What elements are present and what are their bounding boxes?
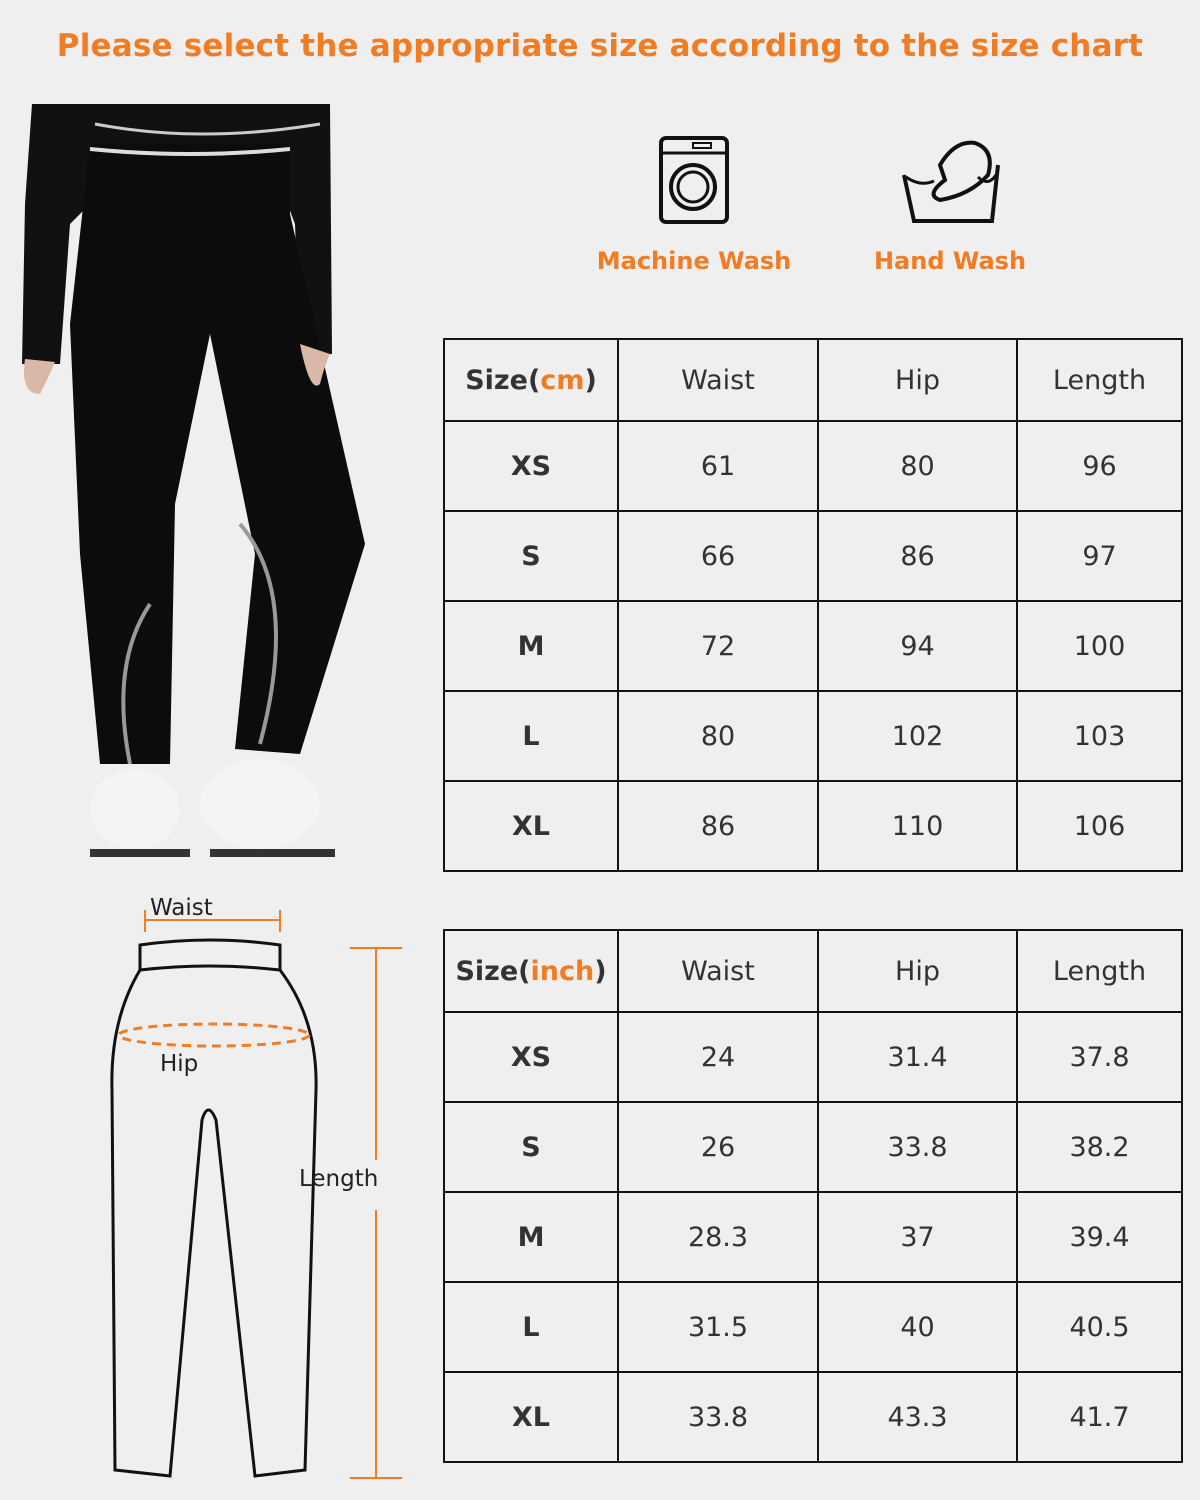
length-cell: 41.7 [1016, 1371, 1183, 1463]
waist-cell: 80 [617, 690, 819, 782]
waist-cell: 33.8 [617, 1371, 819, 1463]
size-cell: XL [443, 1371, 619, 1463]
table-header-row: Size(inch) Waist Hip Length [443, 929, 1183, 1013]
table-row: L 31.5 40 40.5 [443, 1281, 1183, 1373]
size-header: Size(inch) [443, 929, 619, 1013]
table-row: XL 86 110 106 [443, 780, 1183, 872]
hip-cell: 31.4 [817, 1011, 1018, 1103]
table-header-row: Size(cm) Waist Hip Length [443, 338, 1183, 422]
care-label: Machine Wash [596, 247, 792, 275]
product-photo [22, 104, 365, 857]
hip-cell: 110 [817, 780, 1018, 872]
waist-header: Waist [617, 338, 819, 422]
size-header: Size(cm) [443, 338, 619, 422]
hip-header: Hip [817, 929, 1018, 1013]
hip-cell: 37 [817, 1191, 1018, 1283]
length-header: Length [1016, 338, 1183, 422]
size-cell: L [443, 1281, 619, 1373]
length-cell: 100 [1016, 600, 1183, 692]
length-label: Length [299, 1166, 379, 1192]
hip-cell: 33.8 [817, 1101, 1018, 1193]
hip-cell: 94 [817, 600, 1018, 692]
size-cell: S [443, 510, 619, 602]
size-cell: M [443, 1191, 619, 1283]
hand-wash-icon [902, 140, 1000, 223]
care-hand-wash: Hand Wash [860, 135, 1040, 275]
waist-header: Waist [617, 929, 819, 1013]
size-table-cm: Size(cm) Waist Hip Length XS 61 80 96 S 66 86 9… [443, 338, 1183, 872]
care-label: Hand Wash [873, 247, 1027, 275]
table-row: M 28.3 37 39.4 [443, 1191, 1183, 1283]
size-cell: S [443, 1101, 619, 1193]
length-cell: 38.2 [1016, 1101, 1183, 1193]
length-cell: 37.8 [1016, 1011, 1183, 1103]
hip-cell: 102 [817, 690, 1018, 782]
length-cell: 97 [1016, 510, 1183, 602]
length-cell: 39.4 [1016, 1191, 1183, 1283]
length-cell: 106 [1016, 780, 1183, 872]
page-title: Please select the appropriate size accor… [56, 28, 1144, 64]
hip-cell: 40 [817, 1281, 1018, 1373]
waist-cell: 28.3 [617, 1191, 819, 1283]
table-row: M 72 94 100 [443, 600, 1183, 692]
waist-cell: 86 [617, 780, 819, 872]
hip-cell: 80 [817, 420, 1018, 512]
hip-label: Hip [160, 1051, 199, 1077]
size-cell: XS [443, 420, 619, 512]
unit-label: cm [540, 364, 585, 396]
waist-cell: 61 [617, 420, 819, 512]
washing-machine-icon [659, 136, 729, 224]
size-cell: XL [443, 780, 619, 872]
waist-cell: 24 [617, 1011, 819, 1103]
care-machine-wash: Machine Wash [594, 135, 794, 275]
table-row: XL 33.8 43.3 41.7 [443, 1371, 1183, 1463]
length-cell: 103 [1016, 690, 1183, 782]
hip-cell: 86 [817, 510, 1018, 602]
waist-cell: 26 [617, 1101, 819, 1193]
table-row: L 80 102 103 [443, 690, 1183, 782]
table-row: S 66 86 97 [443, 510, 1183, 602]
size-cell: M [443, 600, 619, 692]
size-cell: L [443, 690, 619, 782]
size-cell: XS [443, 1011, 619, 1103]
table-row: XS 24 31.4 37.8 [443, 1011, 1183, 1103]
waist-cell: 66 [617, 510, 819, 602]
length-header: Length [1016, 929, 1183, 1013]
unit-label: inch [530, 955, 595, 987]
hip-cell: 43.3 [817, 1371, 1018, 1463]
waist-cell: 31.5 [617, 1281, 819, 1373]
table-row: XS 61 80 96 [443, 420, 1183, 512]
length-cell: 96 [1016, 420, 1183, 512]
pants-measurement-diagram [110, 910, 402, 1479]
table-row: S 26 33.8 38.2 [443, 1101, 1183, 1193]
waist-cell: 72 [617, 600, 819, 692]
hip-header: Hip [817, 338, 1018, 422]
waist-label: Waist [150, 895, 213, 921]
size-table-inch: Size(inch) Waist Hip Length XS 24 31.4 37.8… [443, 929, 1183, 1463]
length-cell: 40.5 [1016, 1281, 1183, 1373]
